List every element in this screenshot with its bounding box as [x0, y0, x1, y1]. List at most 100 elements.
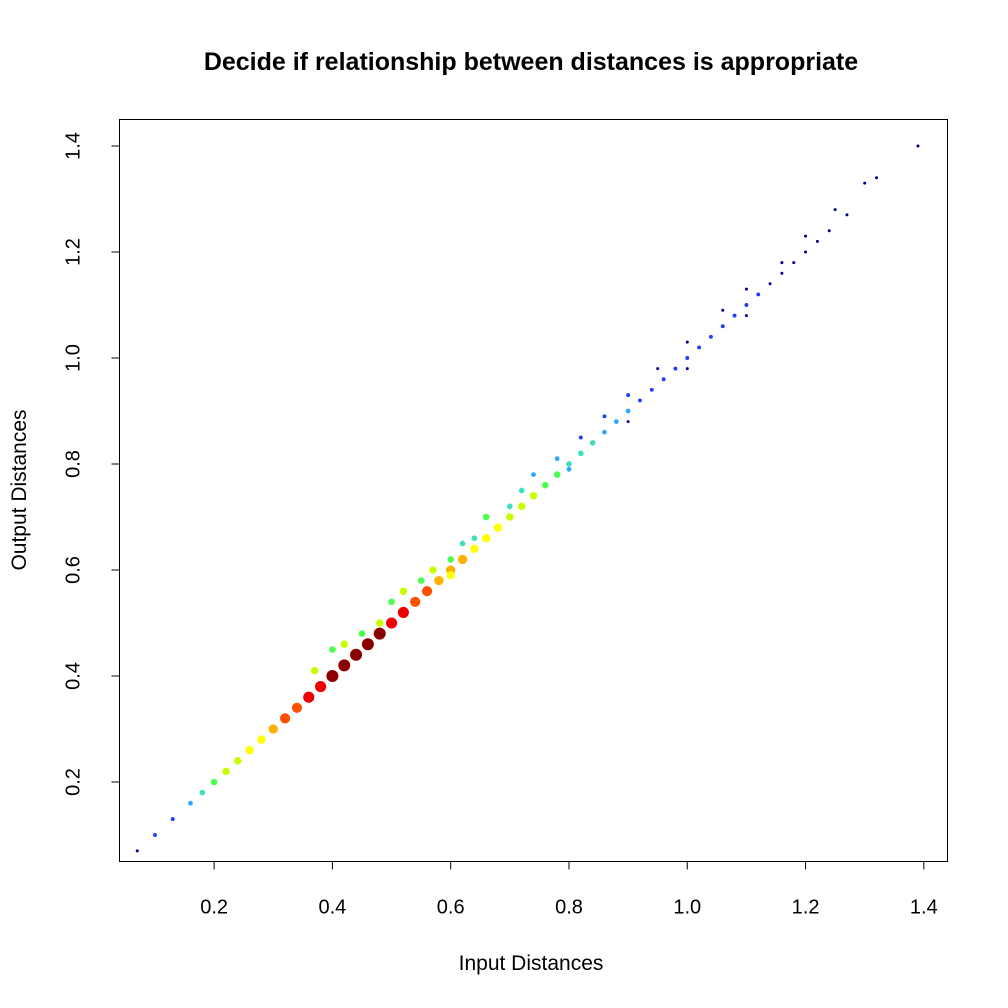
data-point — [638, 398, 642, 403]
data-point — [417, 577, 425, 584]
data-point — [602, 414, 607, 419]
data-point — [845, 213, 849, 217]
data-point — [792, 261, 796, 265]
data-point — [257, 735, 266, 744]
data-point — [553, 471, 561, 478]
data-point — [471, 535, 478, 542]
data-point — [358, 630, 366, 637]
data-point — [210, 778, 218, 786]
data-point — [280, 713, 291, 724]
data-point — [661, 377, 666, 382]
data-point — [804, 234, 808, 238]
data-point — [577, 450, 584, 457]
data-point — [170, 817, 175, 822]
x-tick-label: 0.8 — [555, 897, 583, 919]
data-point — [756, 292, 761, 297]
data-point — [685, 356, 690, 360]
data-point — [827, 229, 831, 233]
data-point — [529, 492, 538, 500]
data-point — [744, 314, 748, 318]
data-point — [578, 435, 583, 440]
data-point — [373, 627, 386, 640]
x-tick-label: 0.6 — [437, 897, 465, 919]
x-tick-label: 0.2 — [200, 897, 228, 919]
data-point — [780, 271, 784, 275]
data-point — [656, 367, 660, 371]
data-point — [310, 666, 319, 675]
plot-frame — [119, 119, 948, 862]
data-point — [199, 789, 206, 796]
y-tick-label: 0.8 — [63, 450, 85, 478]
data-point — [721, 308, 725, 312]
data-point — [815, 239, 819, 243]
data-point — [531, 472, 536, 477]
data-point — [446, 571, 455, 580]
data-point — [602, 429, 607, 435]
data-point — [626, 393, 631, 398]
data-point — [326, 670, 339, 682]
data-point — [399, 587, 408, 595]
data-point — [554, 456, 560, 462]
data-point — [566, 461, 572, 467]
data-point — [685, 367, 689, 371]
data-point — [518, 487, 525, 494]
x-axis: 0.2 0.4 0.6 0.8 1.0 1.2 1.4 — [200, 861, 938, 919]
data-point — [916, 144, 920, 148]
data-point — [493, 523, 503, 532]
data-point — [833, 208, 837, 212]
data-point — [429, 566, 437, 574]
data-point — [649, 387, 654, 392]
x-axis-label: Input Distances — [459, 952, 604, 975]
data-point — [234, 757, 242, 765]
data-point — [626, 420, 630, 424]
data-point — [517, 502, 526, 511]
data-point — [457, 554, 468, 565]
data-point — [542, 481, 549, 489]
data-point — [375, 619, 384, 627]
data-point — [315, 681, 327, 693]
data-point — [732, 313, 737, 318]
data-point — [673, 366, 678, 371]
data-point — [434, 575, 444, 586]
data-point — [386, 617, 398, 629]
y-tick-label: 1.4 — [63, 132, 85, 160]
data-point — [153, 833, 157, 837]
data-point — [506, 503, 513, 510]
data-point — [303, 691, 315, 703]
data-point — [397, 606, 409, 618]
y-tick-label: 0.4 — [63, 662, 85, 690]
data-point — [780, 261, 784, 265]
x-tick-label: 0.4 — [319, 897, 347, 919]
data-point — [697, 345, 702, 350]
data-point — [744, 287, 748, 291]
data-point — [875, 176, 879, 180]
data-points — [135, 144, 920, 853]
x-tick-label: 1.0 — [673, 897, 701, 919]
data-point — [222, 767, 230, 776]
data-point — [482, 513, 490, 521]
data-point — [685, 340, 689, 344]
data-point — [245, 746, 254, 755]
y-axis-label: Output Distances — [8, 409, 31, 570]
data-point — [421, 586, 433, 597]
data-point — [804, 250, 808, 254]
data-point — [506, 513, 514, 521]
data-point — [410, 596, 421, 607]
data-point — [268, 724, 278, 734]
y-tick-label: 0.6 — [63, 556, 85, 584]
data-point — [470, 544, 479, 553]
data-point — [340, 640, 348, 648]
data-point — [188, 800, 193, 806]
data-point — [361, 638, 374, 651]
data-point — [589, 439, 596, 446]
data-point — [447, 556, 455, 563]
y-tick-label: 1.0 — [63, 344, 85, 372]
data-point — [625, 408, 631, 414]
data-point — [329, 646, 336, 653]
x-tick-label: 1.2 — [792, 897, 820, 919]
data-point — [338, 659, 351, 672]
data-point — [863, 181, 867, 185]
data-point — [459, 540, 466, 547]
